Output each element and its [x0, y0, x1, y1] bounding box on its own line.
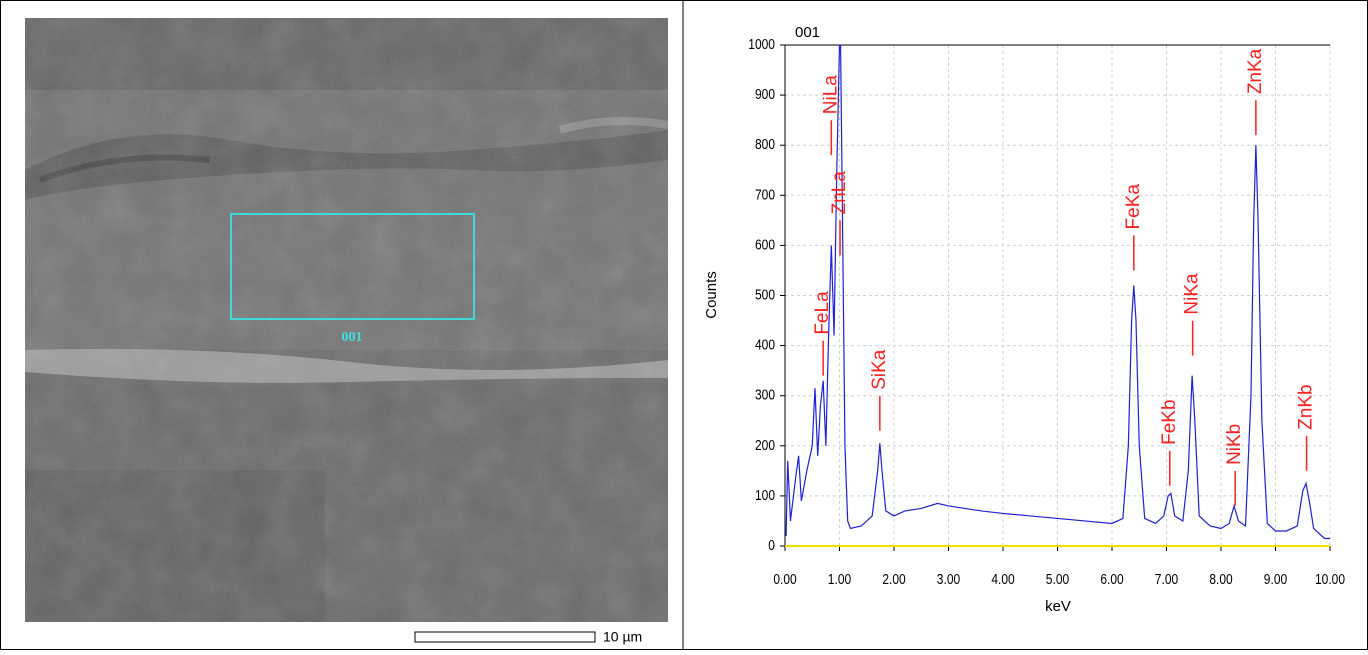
y-tick-label: 1000 — [748, 36, 775, 53]
y-tick-label: 400 — [755, 336, 775, 353]
scale-bar — [414, 631, 596, 643]
peak-label: NiKb — [1224, 424, 1245, 465]
peak-label: ZnLa — [829, 171, 850, 215]
y-tick-label: 300 — [755, 386, 775, 403]
peak-label: FeKa — [1123, 184, 1144, 230]
x-tick-label: 8.00 — [1209, 571, 1233, 588]
x-tick-label: 5.00 — [1046, 571, 1070, 588]
y-tick-label: 0 — [768, 537, 775, 554]
peak-label: SiKa — [869, 349, 890, 390]
x-tick-label: 2.00 — [882, 571, 906, 588]
y-tick-label: 200 — [755, 437, 775, 454]
peak-label: FeLa — [812, 291, 833, 335]
y-tick-label: 900 — [755, 86, 775, 103]
y-axis-label: Counts — [703, 271, 720, 319]
region-box — [230, 213, 475, 320]
y-tick-label: 100 — [755, 487, 775, 504]
x-tick-label: 4.00 — [991, 571, 1015, 588]
region-label: 001 — [342, 330, 363, 345]
chart-title: 001 — [795, 24, 820, 41]
y-tick-label: 700 — [755, 186, 775, 203]
x-tick-label: 6.00 — [1100, 571, 1124, 588]
x-tick-label: 9.00 — [1264, 571, 1288, 588]
x-tick-label: 0.00 — [773, 571, 797, 588]
x-tick-label: 3.00 — [937, 571, 961, 588]
sem-image — [25, 18, 668, 622]
peak-label: NiKa — [1182, 273, 1203, 315]
y-tick-label: 600 — [755, 236, 775, 253]
spectrum-line — [785, 44, 1330, 540]
spectrum-chart: 001 keV Counts — [703, 24, 1071, 615]
scale-bar-label: 10 µm — [603, 629, 642, 645]
y-tick-label: 500 — [755, 286, 775, 303]
x-tick-label: 10.00 — [1315, 571, 1345, 588]
y-tick-label: 800 — [755, 136, 775, 153]
peak-label: ZnKb — [1296, 384, 1317, 429]
peak-label: NiLa — [820, 75, 841, 115]
x-tick-label: 7.00 — [1155, 571, 1179, 588]
peak-label: FeKb — [1159, 399, 1180, 444]
x-tick-label: 1.00 — [828, 571, 852, 588]
peak-label: ZnKa — [1245, 48, 1266, 94]
x-axis-label: keV — [1045, 598, 1071, 615]
